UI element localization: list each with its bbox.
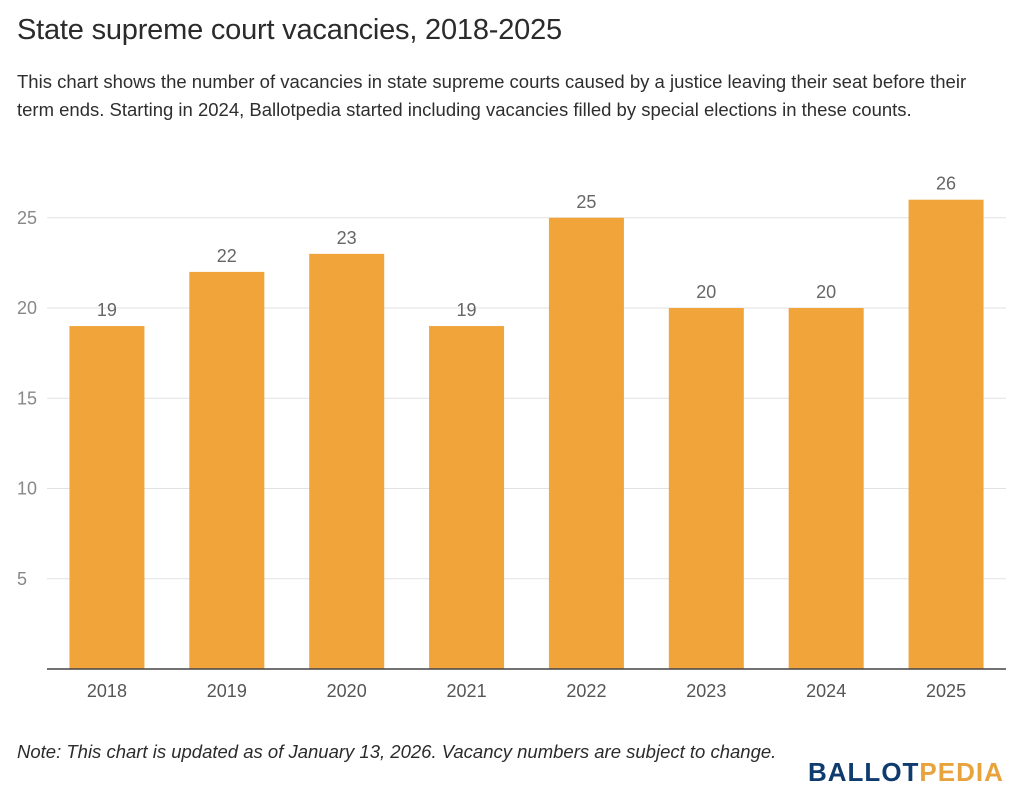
chart-subtitle: This chart shows the number of vacancies…	[17, 71, 967, 120]
bar	[69, 326, 145, 669]
bar	[908, 199, 984, 669]
bar	[309, 253, 385, 669]
x-tick-label: 2023	[686, 681, 726, 701]
data-label: 25	[576, 192, 596, 212]
x-tick-label: 2018	[87, 681, 127, 701]
bar	[788, 308, 864, 669]
y-tick-label: 15	[17, 388, 37, 408]
x-tick-label: 2024	[806, 681, 846, 701]
data-label: 23	[337, 228, 357, 248]
y-tick-label: 25	[17, 208, 37, 228]
logo-text-pedia: PEDIA	[919, 757, 1004, 787]
chart-title: State supreme court vacancies, 2018-2025	[17, 14, 562, 46]
x-tick-label: 2019	[207, 681, 247, 701]
y-tick-label: 10	[17, 479, 37, 499]
bar	[668, 308, 744, 669]
bar-series	[69, 199, 984, 669]
footnote: Note: This chart is updated as of Januar…	[17, 741, 777, 762]
data-label: 19	[457, 300, 477, 320]
data-labels: 19 22 23 19 25 20 20 26	[97, 174, 956, 320]
data-label: 22	[217, 246, 237, 266]
logo-text-ballot: BALLOT	[808, 757, 920, 787]
y-tick-label: 5	[17, 569, 27, 589]
x-tick-label: 2025	[926, 681, 966, 701]
x-tick-label: 2022	[566, 681, 606, 701]
data-label: 20	[816, 282, 836, 302]
bar	[429, 326, 505, 669]
data-label: 20	[696, 282, 716, 302]
ballotpedia-logo: BALLOTPEDIA	[808, 757, 1004, 788]
bar	[548, 217, 624, 669]
y-tick-label: 20	[17, 298, 37, 318]
x-tick-label: 2021	[447, 681, 487, 701]
x-tick-label: 2020	[327, 681, 367, 701]
bar	[189, 271, 265, 669]
data-label: 26	[936, 174, 956, 194]
data-label: 19	[97, 300, 117, 320]
